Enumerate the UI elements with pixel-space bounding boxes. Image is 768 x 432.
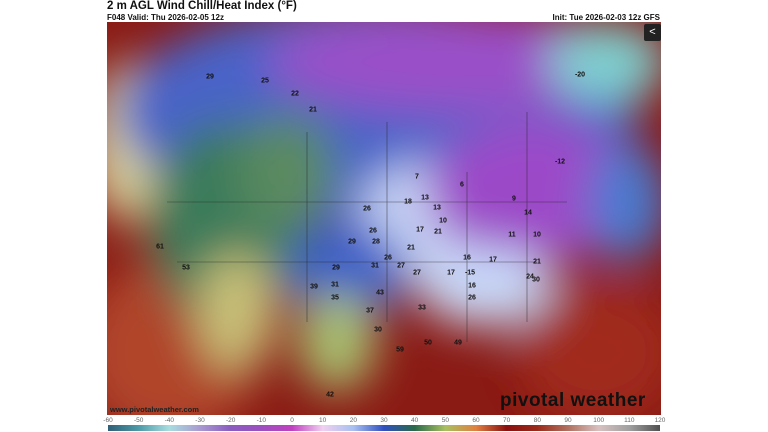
colorbar-tick: -50	[133, 417, 144, 424]
map-value-label: 17	[416, 226, 424, 234]
map-value-label: 18	[404, 198, 412, 206]
map-value-label: 28	[372, 238, 380, 246]
colorbar-tick: 10	[319, 417, 327, 424]
map-value-label: 37	[366, 307, 374, 315]
colorbar-tick: 30	[380, 417, 388, 424]
watermark-logo: pivotal weather	[500, 390, 646, 411]
map-value-label: -15	[464, 269, 476, 277]
colorbar-tick: -10	[256, 417, 267, 424]
map-value-label: 26	[363, 205, 371, 213]
map-value-label: 17	[489, 256, 497, 264]
colorbar-tick: 70	[503, 417, 511, 424]
map-value-label: 16	[463, 254, 471, 262]
map-value-label: 13	[433, 204, 441, 212]
map-value-label: 43	[376, 289, 384, 297]
map-value-label: 17	[447, 269, 455, 277]
map-value-label: 22	[291, 90, 299, 98]
colorbar-tick: 110	[624, 417, 635, 424]
valid-time: F048 Valid: Thu 2026-02-05 12z	[107, 13, 224, 22]
map-value-label: 61	[156, 243, 164, 251]
map-value-label: 30	[532, 276, 540, 284]
colorbar-tick: 50	[441, 417, 449, 424]
map-value-label: 7	[415, 173, 419, 181]
map-value-label: 30	[374, 326, 382, 334]
map-value-label: 21	[434, 228, 442, 236]
colorbar-tick: 90	[564, 417, 572, 424]
weather-map[interactable]	[107, 22, 661, 415]
map-value-label: 53	[182, 264, 190, 272]
map-title: 2 m AGL Wind Chill/Heat Index (°F)	[107, 0, 297, 12]
map-value-label: 26	[468, 294, 476, 302]
map-value-label: 24	[526, 273, 534, 281]
map-value-label: -12	[554, 158, 566, 166]
map-value-label: 31	[371, 262, 379, 270]
map-value-label: 59	[396, 346, 404, 354]
map-value-label: 29	[332, 264, 340, 272]
map-value-label: 50	[424, 339, 432, 347]
map-value-label: 13	[421, 194, 429, 202]
map-value-label: 27	[413, 269, 421, 277]
map-value-label: 21	[533, 258, 541, 266]
map-value-label: 29	[348, 238, 356, 246]
colorbar-tick: 20	[349, 417, 357, 424]
colorbar-ticks: -60 -50 -40 -30 -20 -10 0 10 20 30 40 50 60 70 80 90 100…	[103, 417, 665, 425]
map-value-label: 25	[261, 77, 269, 85]
map-value-label: 27	[397, 262, 405, 270]
colorbar-tick: 120	[654, 417, 666, 424]
map-value-label: 21	[309, 106, 317, 114]
watermark-url: www.pivotalweather.com	[110, 405, 199, 414]
map-value-label: 42	[326, 391, 334, 399]
map-value-label: 9	[512, 195, 516, 203]
map-value-label: 10	[533, 231, 541, 239]
map-value-label: 16	[468, 282, 476, 290]
map-value-label: 39	[310, 283, 318, 291]
colorbar-tick: -30	[195, 417, 205, 424]
state-borders	[167, 112, 567, 342]
map-value-label: 6	[460, 181, 464, 189]
map-value-label: 31	[331, 281, 339, 289]
colorbar-tick: 0	[290, 417, 294, 424]
temperature-field	[107, 22, 661, 415]
colorbar-tick: 80	[533, 417, 541, 424]
colorbar-tick: -20	[225, 417, 236, 424]
init-time: Init: Tue 2026-02-03 12z GFS	[552, 13, 660, 22]
colorbar-tick: -40	[164, 417, 175, 424]
colorbar-tick: 60	[472, 417, 480, 424]
map-value-label: 29	[206, 73, 214, 81]
map-value-label: 11	[508, 231, 516, 239]
map-value-label: 26	[369, 227, 377, 235]
map-value-label: 14	[524, 209, 532, 217]
map-value-label: 26	[384, 254, 392, 262]
map-value-label: 33	[418, 304, 426, 312]
colorbar-tick: -60	[103, 417, 113, 424]
colorbar-tick: 100	[593, 417, 605, 424]
map-value-label: 21	[407, 244, 415, 252]
map-value-label: 10	[439, 217, 447, 225]
colorbar-tick: 40	[411, 417, 419, 424]
share-icon[interactable]: <	[644, 24, 661, 41]
map-value-label: 49	[454, 339, 462, 347]
map-value-label: 35	[331, 294, 339, 302]
map-value-label: -20	[574, 71, 586, 79]
colorbar	[108, 425, 660, 431]
